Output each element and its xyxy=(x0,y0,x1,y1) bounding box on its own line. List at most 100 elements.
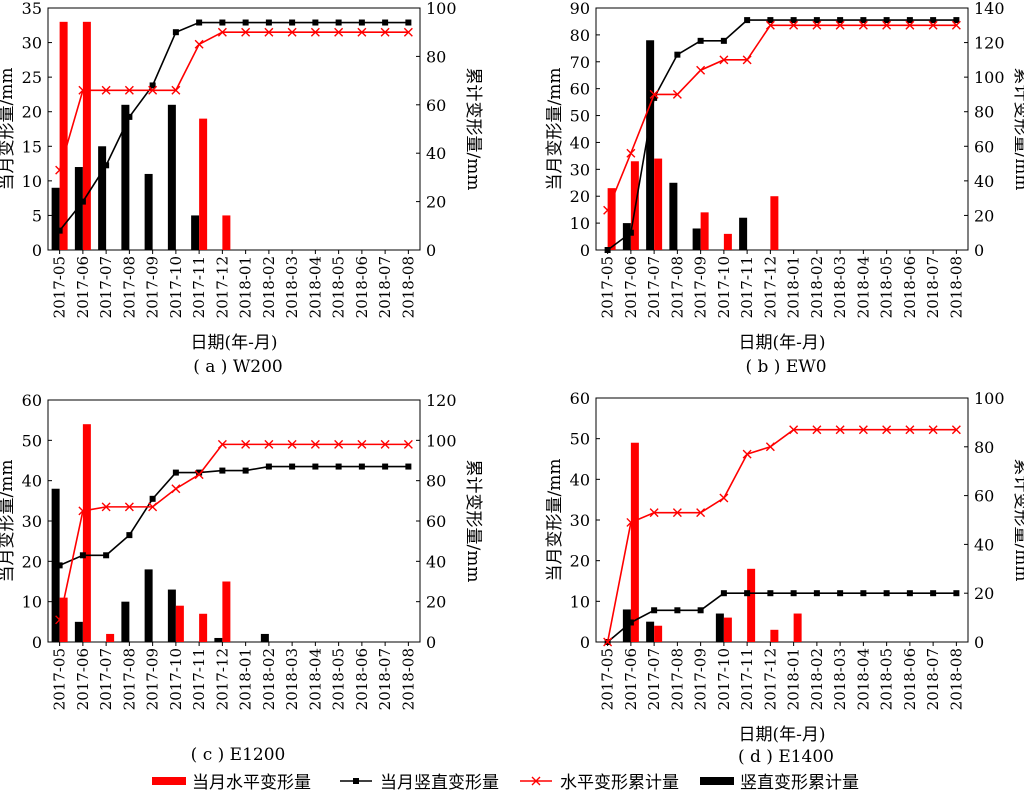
legend-marker xyxy=(531,776,541,786)
point-vertical-monthly xyxy=(744,17,751,24)
bar-vertical-cumulative xyxy=(167,589,176,642)
line-horizontal-cumulative xyxy=(606,428,957,643)
x-tick-label: 2018-06 xyxy=(353,256,371,318)
y-tick-label: 20 xyxy=(570,187,590,206)
x-tick-label: 2017-08 xyxy=(668,256,686,318)
y2-tick-label: 60 xyxy=(974,487,994,506)
x-tick-label: 2018-03 xyxy=(283,256,301,318)
x-tick-label: 2018-04 xyxy=(854,648,872,710)
x-tick-label: 2017-05 xyxy=(51,256,69,318)
x-tick-label: 2017-07 xyxy=(645,256,663,318)
point-horizontal-cumulative xyxy=(310,439,320,449)
y2-tick-label: 20 xyxy=(974,206,994,225)
y-tick-label: 25 xyxy=(22,68,42,87)
point-horizontal-cumulative xyxy=(928,425,938,435)
point-vertical-monthly xyxy=(172,29,179,36)
x-tick-label: 2018-07 xyxy=(376,648,394,710)
point-vertical-monthly xyxy=(196,469,203,476)
x-tick-label: 2018-01 xyxy=(237,648,255,710)
point-vertical-monthly xyxy=(149,495,156,502)
bar-vertical-cumulative xyxy=(98,146,107,250)
x-tick-label: 2018-01 xyxy=(785,648,803,710)
y2-tick-label: 120 xyxy=(426,391,457,410)
point-vertical-monthly xyxy=(79,552,86,559)
point-horizontal-cumulative xyxy=(78,85,88,95)
point-horizontal-cumulative xyxy=(858,425,868,435)
point-vertical-monthly xyxy=(837,590,844,597)
point-horizontal-cumulative xyxy=(380,27,390,37)
y2-tick-label: 60 xyxy=(426,96,446,115)
point-horizontal-cumulative xyxy=(672,89,682,99)
bar-vertical-cumulative xyxy=(260,633,269,642)
x-tick-label: 2017-07 xyxy=(645,648,663,710)
y2-axis-title: 累计变形量/mm xyxy=(1011,459,1024,582)
x-tick-label: 2017-09 xyxy=(692,256,710,318)
x-tick-label: 2018-03 xyxy=(831,648,849,710)
plot-frame xyxy=(595,7,969,251)
panel-title: ( a ) W200 xyxy=(193,357,283,377)
x-tick-label: 2018-07 xyxy=(376,256,394,318)
point-vertical-monthly xyxy=(604,247,611,253)
x-tick-label: 2018-07 xyxy=(924,648,942,710)
y2-tick-label: 80 xyxy=(974,438,994,457)
point-horizontal-cumulative xyxy=(264,27,274,37)
y2-tick-label: 40 xyxy=(426,552,446,571)
x-tick-label: 2017-09 xyxy=(144,648,162,710)
y2-tick-label: 20 xyxy=(974,584,994,603)
point-horizontal-cumulative xyxy=(148,502,158,512)
y2-tick-label: 40 xyxy=(974,535,994,554)
legend-item-4: 竖直变形累计量 xyxy=(700,773,859,793)
point-horizontal-cumulative xyxy=(905,425,915,435)
x-tick-label: 2018-06 xyxy=(353,648,371,710)
x-tick-label: 2017-05 xyxy=(51,648,69,710)
x-tick-label: 2018-05 xyxy=(878,256,896,318)
point-vertical-monthly xyxy=(930,17,937,24)
y-tick-label: 80 xyxy=(570,26,590,45)
legend: 当月水平变形量 当月竖直变形量 水平变形累计量 竖直变形累计量 xyxy=(152,773,859,793)
point-vertical-monthly xyxy=(953,590,960,597)
legend-label: 当月水平变形量 xyxy=(192,773,311,793)
point-horizontal-cumulative xyxy=(719,55,729,65)
x-tick-label: 2017-12 xyxy=(761,648,779,710)
bar-vertical-cumulative xyxy=(51,488,60,642)
y-tick-label: 20 xyxy=(570,552,590,571)
x-axis-title: 日期(年-月) xyxy=(738,333,825,353)
bar-horizontal-monthly xyxy=(654,158,663,250)
point-vertical-monthly xyxy=(312,463,319,470)
point-vertical-monthly xyxy=(674,51,681,58)
bar-horizontal-monthly xyxy=(723,617,732,642)
point-vertical-monthly xyxy=(149,82,156,89)
y2-tick-label: 60 xyxy=(426,512,446,531)
point-vertical-monthly xyxy=(405,463,412,470)
y2-tick-label: 140 xyxy=(974,0,1005,18)
x-tick-label: 2018-02 xyxy=(808,256,826,318)
legend-swatch xyxy=(700,777,734,785)
point-horizontal-cumulative xyxy=(905,20,915,30)
x-tick-label: 2018-05 xyxy=(878,648,896,710)
x-tick-label: 2017-11 xyxy=(738,648,756,710)
point-horizontal-cumulative xyxy=(649,89,659,99)
y2-tick-label: 0 xyxy=(974,633,984,652)
x-tick-label: 2018-06 xyxy=(901,256,919,318)
y-tick-label: 60 xyxy=(22,391,42,410)
x-axis-title: 日期(年-月) xyxy=(190,333,277,353)
point-vertical-monthly xyxy=(219,19,226,26)
y-tick-label: 10 xyxy=(570,214,590,233)
x-tick-label: 2018-08 xyxy=(399,648,417,710)
y2-tick-label: 100 xyxy=(426,431,457,450)
y2-tick-label: 80 xyxy=(974,103,994,122)
x-tick-label: 2018-01 xyxy=(785,256,803,318)
x-tick-label: 2017-05 xyxy=(599,648,617,710)
point-vertical-monthly xyxy=(103,552,110,559)
y-tick-label: 10 xyxy=(570,592,590,611)
bar-horizontal-monthly xyxy=(82,424,91,642)
point-vertical-monthly xyxy=(312,19,319,26)
bar-vertical-cumulative xyxy=(74,621,83,642)
bar-horizontal-monthly xyxy=(607,188,616,250)
point-vertical-monthly xyxy=(289,19,296,26)
point-vertical-monthly xyxy=(790,17,797,24)
point-vertical-monthly xyxy=(697,37,704,44)
x-tick-label: 2018-02 xyxy=(808,648,826,710)
y-tick-label: 0 xyxy=(32,633,42,652)
y-tick-label: 40 xyxy=(570,133,590,152)
